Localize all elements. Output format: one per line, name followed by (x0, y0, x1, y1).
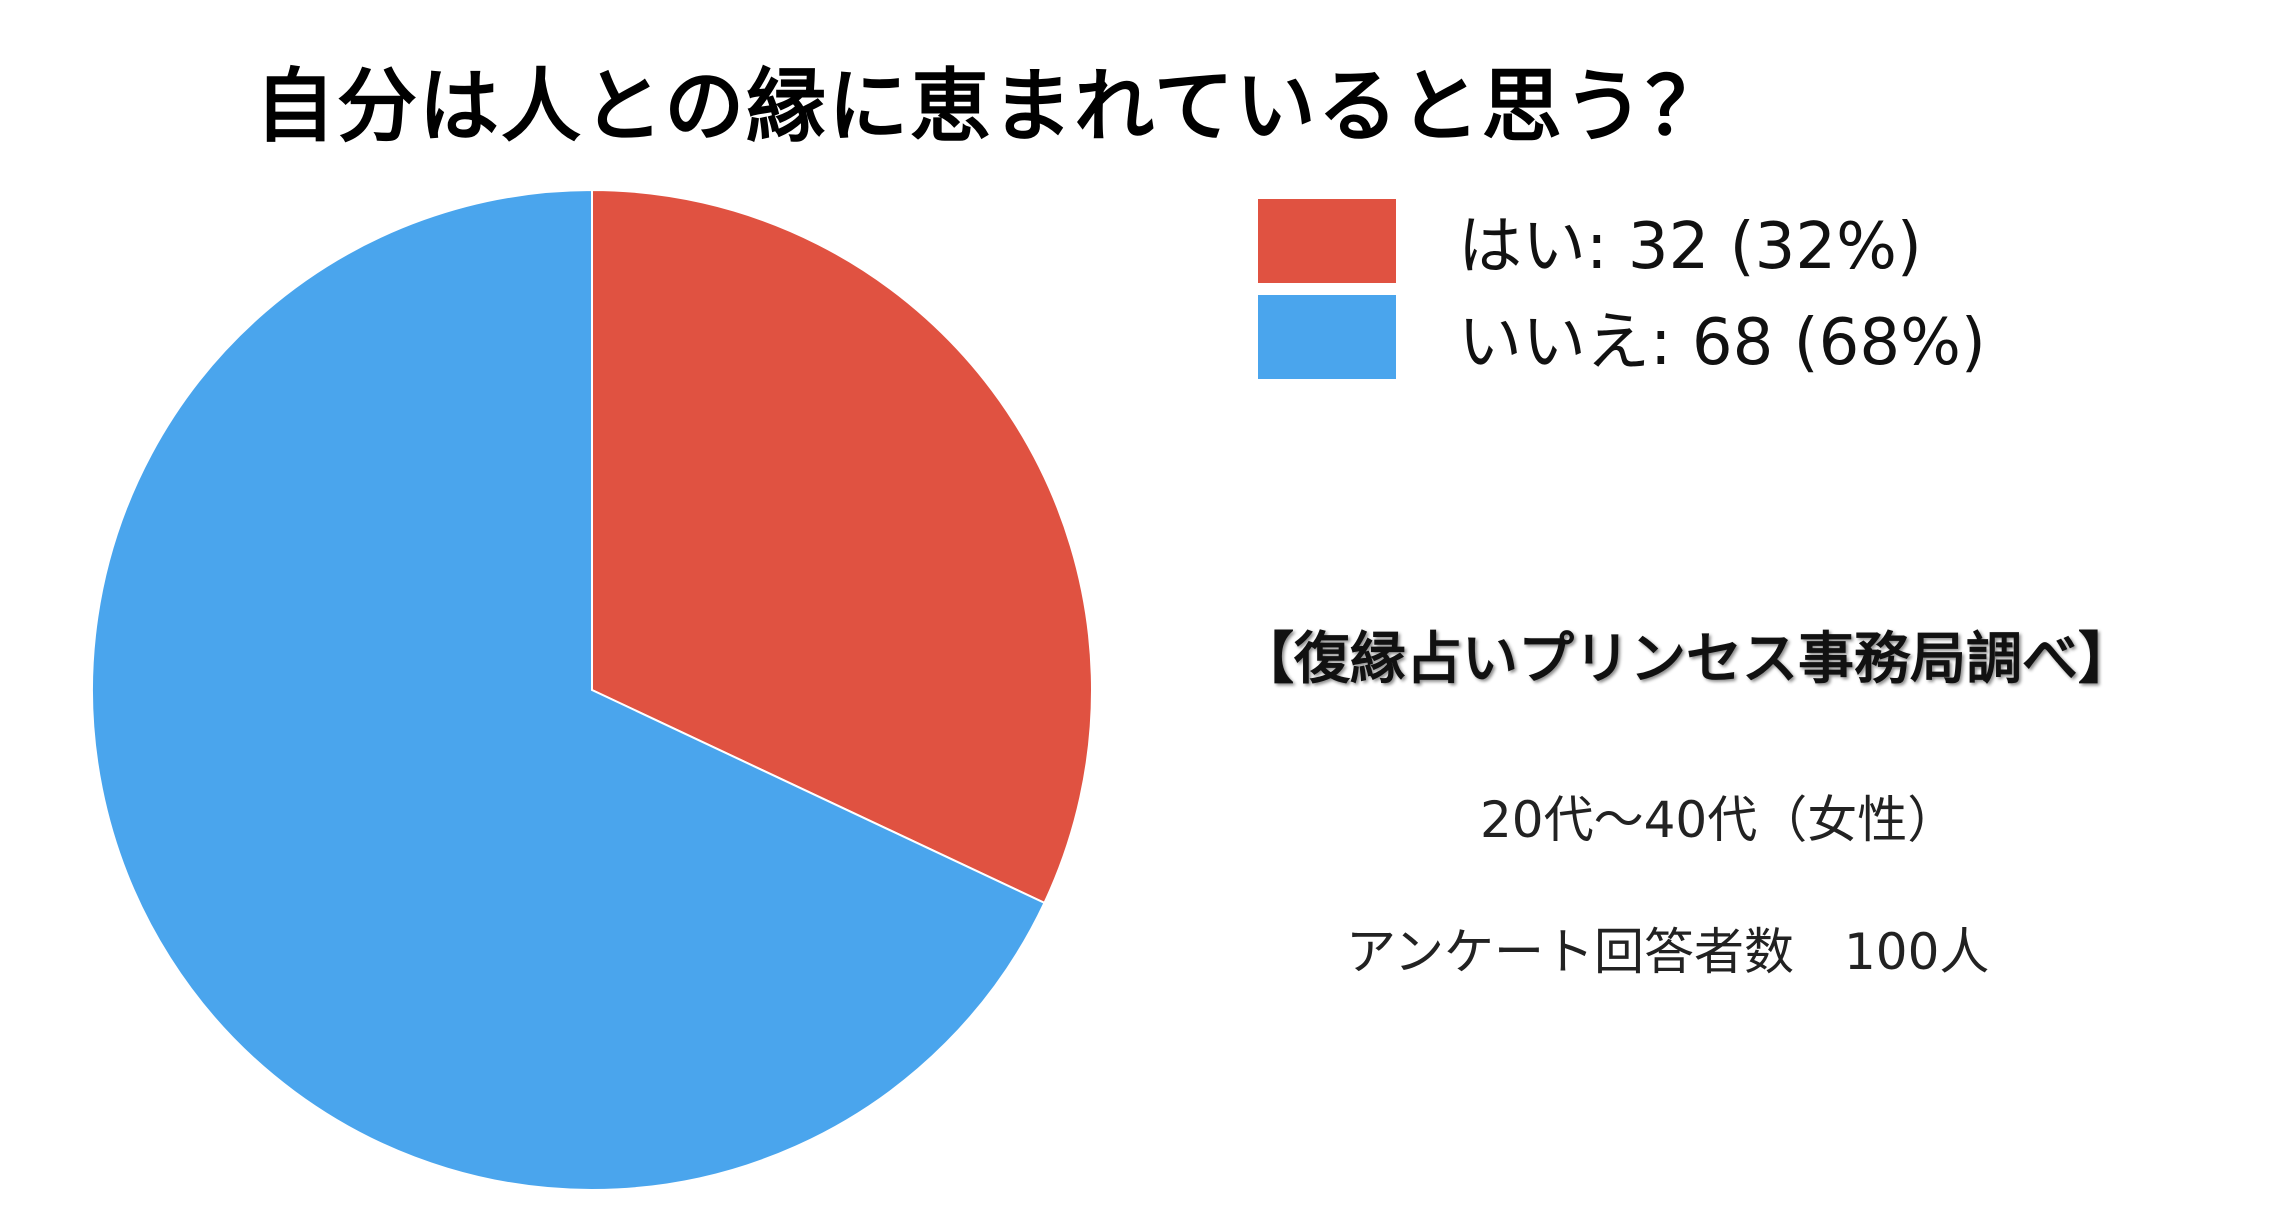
chart-title: 自分は人との縁に恵まれていると思う？ (255, 60, 1728, 153)
respondents-note: アンケート回答者数 100人 (1346, 923, 1990, 981)
pie-chart (91, 188, 1093, 1191)
legend: はい: 32 (32%) いいえ: 68 (68%) (1258, 195, 1986, 387)
legend-label-yes: はい: 32 (32%) (1458, 210, 1922, 284)
legend-swatch-no (1258, 295, 1396, 379)
legend-item-no: いいえ: 68 (68%) (1258, 291, 1986, 383)
pie-slice-no (91, 188, 1046, 1191)
legend-item-yes: はい: 32 (32%) (1258, 195, 1986, 287)
demographic-note: 20代〜40代（女性） (1480, 791, 1958, 849)
pie-slice-yes (591, 188, 1093, 905)
legend-label-no: いいえ: 68 (68%) (1458, 306, 1986, 380)
legend-swatch-yes (1258, 199, 1396, 283)
source-note: 【復縁占いプリンセス事務局調べ】 (1238, 627, 2134, 692)
